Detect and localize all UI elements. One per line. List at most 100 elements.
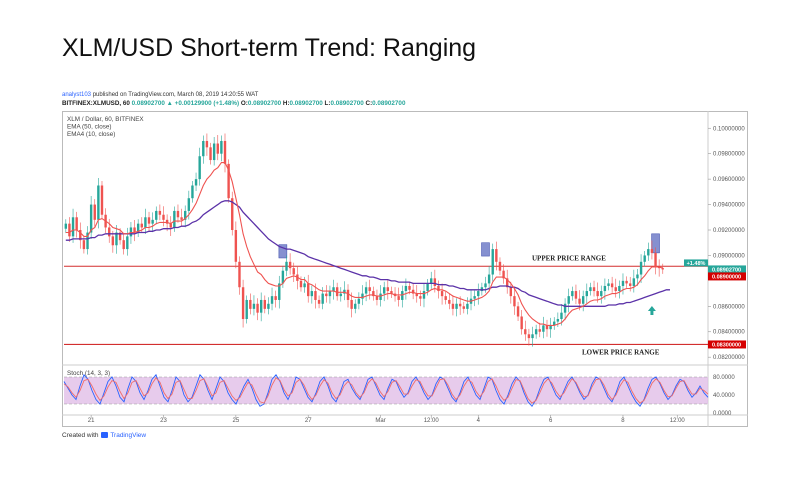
candle-body — [354, 303, 357, 309]
candle-body — [270, 296, 274, 304]
candle-body — [361, 293, 364, 299]
candle-body — [426, 283, 429, 292]
change-badge-label: +1.48% — [687, 261, 706, 267]
candle-body — [516, 306, 520, 317]
candle-body — [292, 268, 295, 275]
ema50-line — [65, 200, 670, 307]
price-change: +0.00129900 (+1.48%) — [174, 100, 240, 107]
publish-line: analyst103 published on TradingView.com,… — [62, 92, 258, 98]
candle-body — [498, 261, 502, 271]
candle-body — [592, 287, 596, 292]
y-tick-label: 0.08400000 — [713, 330, 745, 336]
candle-body — [411, 289, 415, 294]
highlight-box — [481, 242, 490, 257]
candle-body — [220, 140, 223, 154]
candle-body — [375, 296, 379, 300]
candle-body — [621, 280, 625, 286]
candle-body — [346, 289, 350, 300]
x-tick-label: 12:00 — [670, 418, 686, 424]
up-triangle-icon: ▲ — [166, 100, 173, 107]
chart-frame — [62, 111, 748, 427]
candle-body — [238, 261, 241, 288]
candle-body — [187, 198, 191, 211]
candle-body — [379, 293, 382, 300]
x-tick-label: 12:00 — [424, 418, 440, 424]
candle-body — [636, 274, 639, 279]
candle-body — [589, 287, 592, 292]
candle-body — [133, 227, 136, 233]
candle-body — [155, 210, 158, 220]
candle-body — [165, 219, 169, 224]
candle-body — [198, 156, 201, 180]
candle-body — [495, 249, 498, 262]
candle-body — [82, 240, 86, 250]
author-link[interactable]: analyst103 — [62, 92, 92, 98]
stoch-label: Stoch (14, 3, 3) — [67, 370, 110, 377]
candle-body — [249, 299, 252, 309]
price-chart[interactable]: 0.10000000 0.09800000 0.09600000 0.09400000… — [62, 111, 748, 427]
candle-body — [556, 319, 560, 322]
candle-body — [513, 296, 516, 307]
candle-body — [115, 232, 118, 246]
high-label: H: — [282, 100, 290, 107]
tradingview-link[interactable]: TradingView — [110, 432, 147, 439]
candle-body — [241, 287, 245, 320]
change-badge — [684, 259, 708, 267]
candle-body — [657, 266, 661, 269]
legend-entry: XLM / Dollar, 60, BITFINEX — [67, 116, 144, 123]
candle-body — [603, 285, 607, 292]
candle-body — [466, 303, 469, 309]
candle-body — [71, 217, 75, 237]
candle-body — [437, 285, 440, 292]
candle-body — [194, 179, 198, 186]
candle-body — [502, 270, 505, 279]
candle-body — [401, 291, 404, 300]
candle-body — [126, 236, 129, 250]
candle-body — [430, 278, 433, 284]
stoch-d-line — [63, 377, 709, 404]
candle-body — [231, 198, 234, 231]
candle-body — [440, 291, 444, 297]
candle-body — [68, 223, 71, 237]
candle-body — [259, 299, 263, 313]
candle-body — [455, 303, 458, 309]
candle-body — [404, 285, 408, 292]
candle-body — [118, 232, 122, 241]
y-tick-label: 0.09800000 — [713, 152, 745, 158]
candle-body — [397, 296, 400, 300]
candle-body — [288, 261, 292, 269]
candle-body — [357, 298, 361, 304]
candle-body — [122, 240, 125, 250]
open-label: O: — [240, 100, 248, 107]
candle-body — [629, 283, 632, 286]
candle-body — [234, 230, 238, 262]
legend-entry: EMA4 (10, close) — [67, 131, 115, 138]
up-arrow-icon — [647, 306, 656, 315]
y-tick-label: 0.09000000 — [713, 253, 745, 259]
candle-body — [147, 217, 151, 224]
created-with-label: Created with — [62, 432, 99, 439]
candle-body — [509, 287, 513, 297]
candle-body — [278, 283, 281, 300]
candle-body — [75, 217, 78, 231]
page-title: XLM/USD Short-term Trend: Ranging — [62, 34, 477, 62]
candle-body — [212, 143, 216, 161]
lower-range-badge — [708, 340, 746, 349]
candle-body — [129, 227, 133, 237]
candle-body — [538, 329, 541, 332]
candle-body — [571, 291, 574, 297]
x-tick-label: 23 — [160, 418, 167, 424]
candle-body — [307, 283, 310, 297]
low-label: L: — [324, 100, 331, 107]
y-tick-label: 0.09400000 — [713, 203, 745, 209]
candle-body — [607, 283, 610, 286]
x-tick-label: 27 — [305, 418, 312, 424]
candle-body — [111, 236, 115, 246]
candle-body — [473, 296, 476, 299]
candle-body — [364, 287, 368, 294]
lower-price-range-label: LOWER PRICE RANGE — [582, 348, 660, 356]
candle-body — [553, 321, 556, 326]
candle-body — [451, 303, 455, 309]
y-tick-label: 0.09200000 — [713, 228, 745, 234]
candle-body — [585, 291, 588, 297]
